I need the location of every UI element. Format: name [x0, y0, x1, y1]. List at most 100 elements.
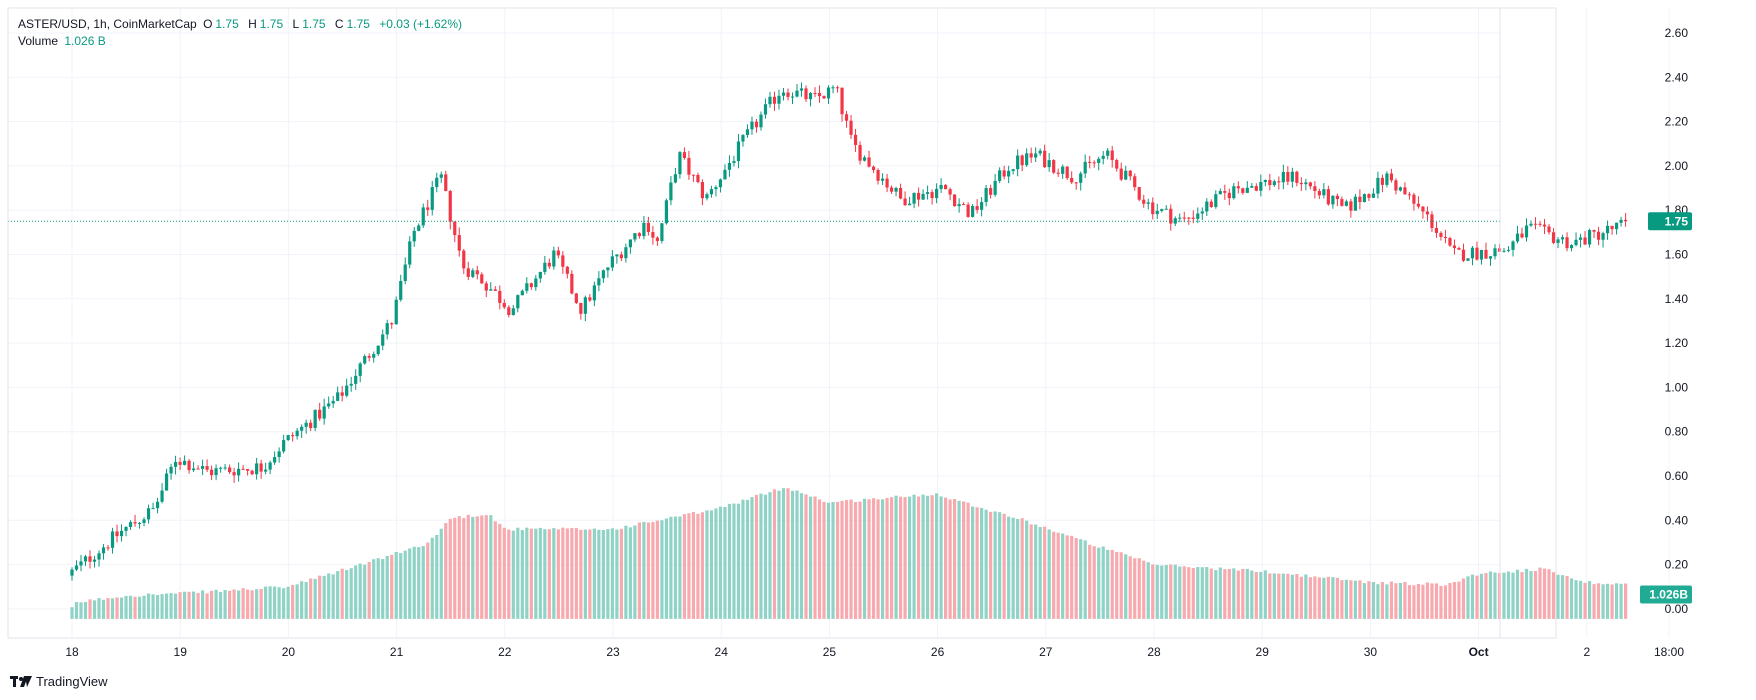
volume-bar [1488, 571, 1493, 619]
volume-label[interactable]: Volume [18, 34, 59, 48]
volume-bar [975, 507, 979, 619]
candle-body [304, 422, 308, 427]
volume-bar [763, 494, 768, 619]
candle-body [835, 87, 840, 89]
volume-bar [336, 571, 340, 619]
volume-bar [511, 530, 515, 619]
volume-bar [354, 565, 358, 619]
volume-bar [1259, 571, 1263, 619]
candle-body [592, 285, 596, 301]
candle-body [691, 174, 696, 176]
volume-bar [1182, 566, 1186, 619]
candle-body [1223, 191, 1227, 193]
volume-bar [502, 527, 506, 619]
candle-body [1169, 208, 1173, 224]
candle-body [178, 461, 182, 465]
volume-bar [466, 514, 470, 619]
volume-bar [1191, 567, 1195, 619]
candle-body [1515, 233, 1520, 242]
candle-body [637, 233, 641, 237]
volume-bar [516, 527, 520, 619]
symbol-label[interactable]: ASTER/USD, 1h, CoinMarketCap [18, 17, 197, 31]
tradingview-logo[interactable]: TradingView [10, 674, 108, 689]
volume-bar [1398, 582, 1403, 619]
volume-bar [750, 497, 754, 619]
candle-body [480, 274, 484, 284]
candle-body [1385, 173, 1389, 185]
volume-bar [309, 578, 313, 619]
volume-bar [628, 527, 632, 619]
candle-body [795, 90, 799, 97]
candle-body [1214, 194, 1218, 208]
volume-bar [835, 501, 840, 619]
volume-bar [1227, 568, 1231, 619]
volume-bar [417, 547, 421, 619]
volume-bar [1092, 546, 1096, 619]
candle-body [1254, 186, 1258, 191]
candle-body [588, 297, 592, 301]
candle-body [1416, 203, 1421, 207]
candle-body [948, 189, 952, 195]
volume-bar [1164, 565, 1168, 619]
volume-bar [1119, 552, 1123, 619]
volume-bar [1295, 574, 1299, 619]
candle-body [561, 255, 565, 267]
volume-bar [304, 582, 308, 619]
candle-body [826, 87, 831, 99]
volume-bar [1542, 568, 1547, 619]
candle-body [160, 490, 164, 502]
close-value: 1.75 [346, 17, 370, 31]
candle-body [435, 177, 439, 188]
volume-bar [1556, 574, 1560, 619]
candle-body [376, 345, 380, 355]
candle-body [844, 114, 849, 121]
price-candles [70, 82, 1628, 581]
volume-bar [1151, 564, 1155, 619]
volume-bar [871, 498, 876, 619]
volume-bar [853, 502, 858, 619]
volume-bar [916, 496, 921, 619]
candle-body [516, 295, 520, 309]
volume-bar [1421, 584, 1425, 619]
volume-bar [1520, 572, 1524, 619]
candle-body [736, 141, 741, 162]
volume-bar [998, 512, 1002, 619]
volume-bar [1560, 575, 1565, 619]
candle-body [182, 460, 187, 465]
ohlc-legend: ASTER/USD, 1h, CoinMarketCap O 1.75 H 1.75… [18, 17, 468, 31]
candle-body [385, 323, 389, 335]
candle-body [273, 457, 277, 463]
candle-body [264, 469, 268, 472]
candle-body [502, 302, 506, 308]
volume-bar [1578, 580, 1583, 619]
volume-bar [106, 598, 110, 619]
open-value: 1.75 [215, 17, 239, 31]
volume-bar [1430, 583, 1434, 619]
candle-body [223, 467, 227, 469]
candle-body [1286, 171, 1290, 182]
volume-bar [1371, 582, 1376, 619]
price-axis[interactable]: 2.602.402.202.001.801.601.401.201.000.80… [1499, 8, 1688, 638]
volume-bar [700, 512, 705, 619]
candle-body [187, 460, 191, 471]
candle-body [529, 283, 533, 288]
volume-bar [1133, 558, 1137, 619]
volume-bar [1403, 581, 1407, 619]
volume-bar [1002, 513, 1006, 619]
volume-bar [682, 514, 687, 619]
candle-body [250, 470, 254, 475]
candle-body [1317, 191, 1321, 196]
volume-bar [1205, 566, 1209, 619]
volume-bar [736, 503, 741, 619]
volume-bar [133, 596, 137, 619]
time-axis[interactable]: 18 19 20 21 22 23 24 25 26 27 28 29 30 Oct 2 18:00 [8, 637, 1684, 659]
volume-bar [777, 490, 781, 619]
volume-bar [880, 499, 885, 619]
volume-bar [570, 528, 574, 619]
volume-bar [930, 495, 934, 619]
candle-body [430, 187, 434, 210]
candle-body [565, 266, 569, 274]
volume-bar [1011, 517, 1015, 619]
volume-bar [727, 503, 732, 619]
